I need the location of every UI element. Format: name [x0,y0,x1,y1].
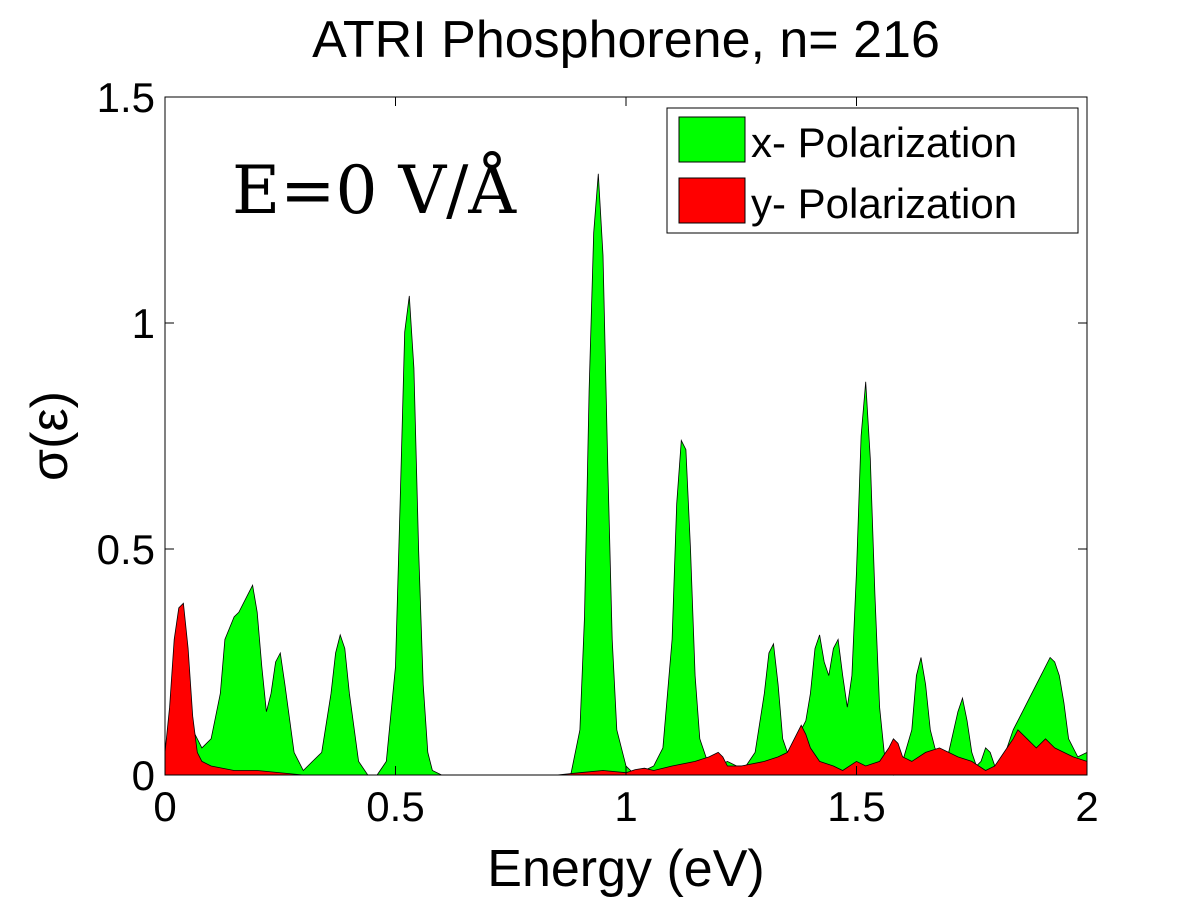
ticks-layer: 0 0.5 1 1.5 2 0 0.5 1 1.5 [97,74,1099,830]
y-tick-label: 1 [132,300,155,347]
series-layer [164,173,1088,776]
legend-swatch-x-polarization [678,116,746,163]
x-tick-label: 0.5 [366,783,424,830]
x-tick-label: 2 [1075,783,1098,830]
series-area-x-polarization [164,173,1088,776]
legend-label-x-polarization: x- Polarization [751,119,1017,166]
axes-frame [164,96,1088,776]
legend: x- Polarization y- Polarization [666,107,1079,234]
x-tick-label: 0 [153,783,176,830]
legend-swatch-y-polarization [678,177,746,224]
field-annotation: E=0 V/Å [232,152,517,229]
x-axis-label: Energy (eV) [487,840,764,898]
y-tick-label: 0.5 [97,526,155,573]
chart-title: ATRI Phosphorene, n= 216 [312,11,940,69]
x-tick-label: 1 [614,783,637,830]
legend-label-y-polarization: y- Polarization [751,180,1017,227]
y-tick-label: 0 [132,752,155,799]
y-axis-label: σ(ε) [21,391,79,481]
x-tick-label: 1.5 [827,783,885,830]
series-area-y-polarization [164,602,1088,776]
y-tick-label: 1.5 [97,74,155,121]
